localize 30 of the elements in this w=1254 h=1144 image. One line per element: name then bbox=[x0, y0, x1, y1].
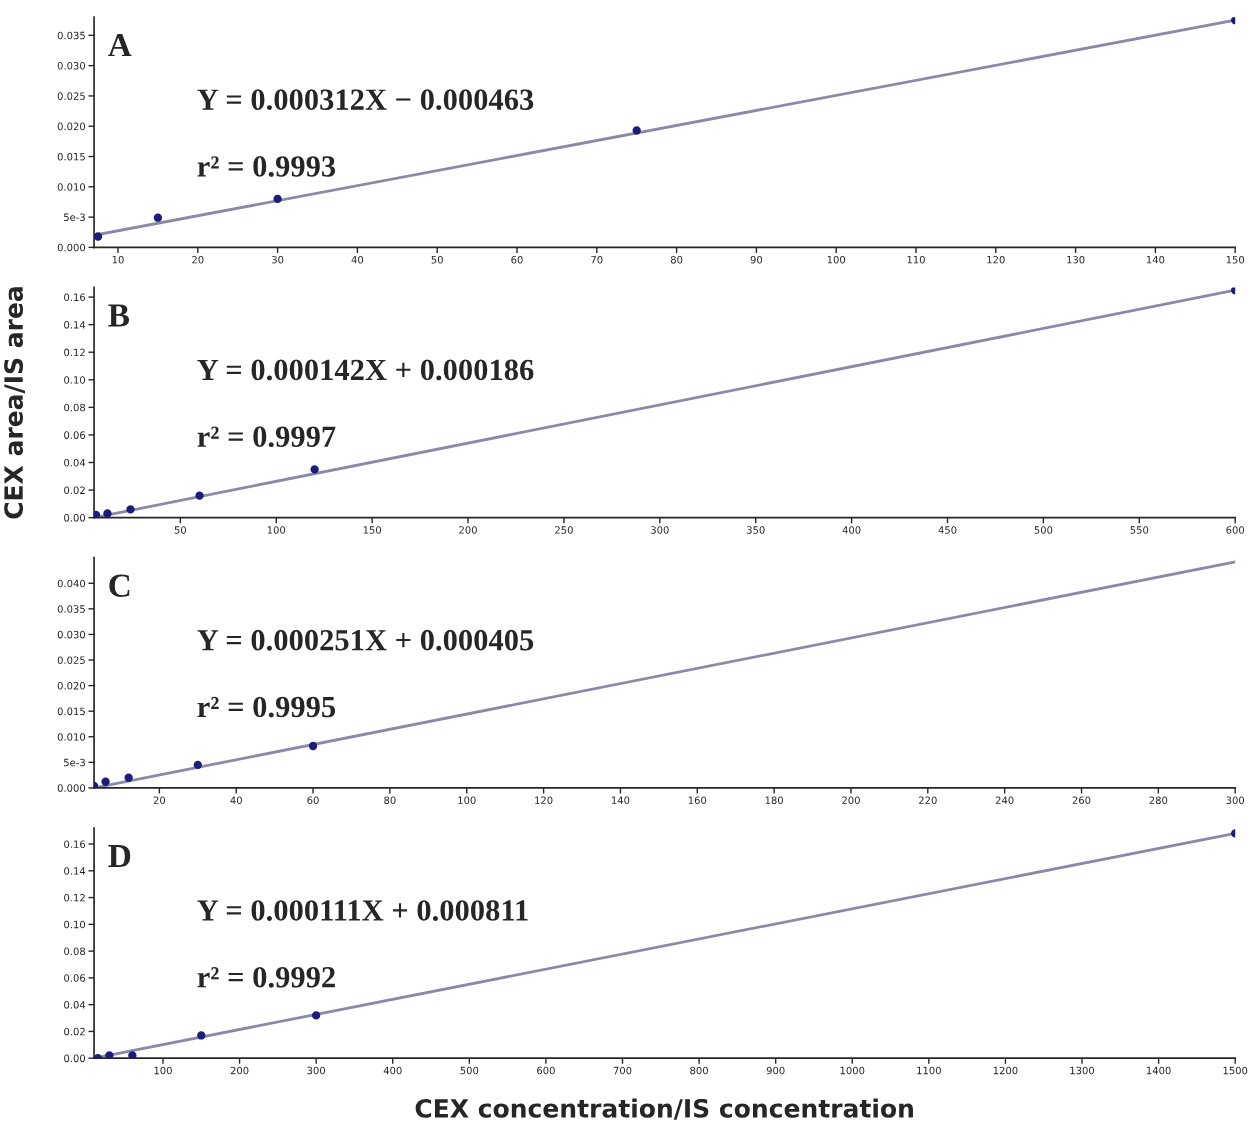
point bbox=[195, 491, 204, 500]
annotation: A bbox=[108, 34, 132, 57]
point bbox=[311, 1011, 321, 1020]
annotation: C bbox=[109, 574, 130, 597]
annotation: r² = 0.9992 bbox=[197, 966, 335, 988]
point bbox=[124, 773, 133, 782]
point bbox=[126, 505, 135, 514]
annotation: Y = 0.000142X + 0.000186 bbox=[197, 359, 534, 381]
point bbox=[153, 213, 163, 222]
annotation: Y = 0.000312X − 0.000463 bbox=[197, 89, 534, 111]
point bbox=[632, 126, 641, 135]
point bbox=[197, 1031, 206, 1040]
point bbox=[193, 760, 202, 770]
point bbox=[308, 741, 318, 751]
point bbox=[94, 232, 103, 241]
point bbox=[105, 1051, 114, 1059]
annotation: B bbox=[108, 304, 130, 327]
point bbox=[273, 194, 282, 204]
point bbox=[103, 509, 112, 518]
annotation: r² = 0.9993 bbox=[197, 156, 336, 177]
annotation: r² = 0.9997 bbox=[197, 426, 336, 448]
annotation: D bbox=[108, 845, 131, 867]
annotation: Y = 0.000111X + 0.000811 bbox=[197, 900, 528, 921]
y-axis-title: CEX area/IS area bbox=[4, 287, 25, 519]
point bbox=[128, 1051, 137, 1059]
annotation: r² = 0.9995 bbox=[197, 696, 336, 718]
point bbox=[101, 777, 110, 786]
annotation: Y = 0.000251X + 0.000405 bbox=[197, 629, 534, 651]
point bbox=[310, 465, 319, 474]
x-axis-title: CEX concentration/IS concentration bbox=[415, 1098, 913, 1120]
